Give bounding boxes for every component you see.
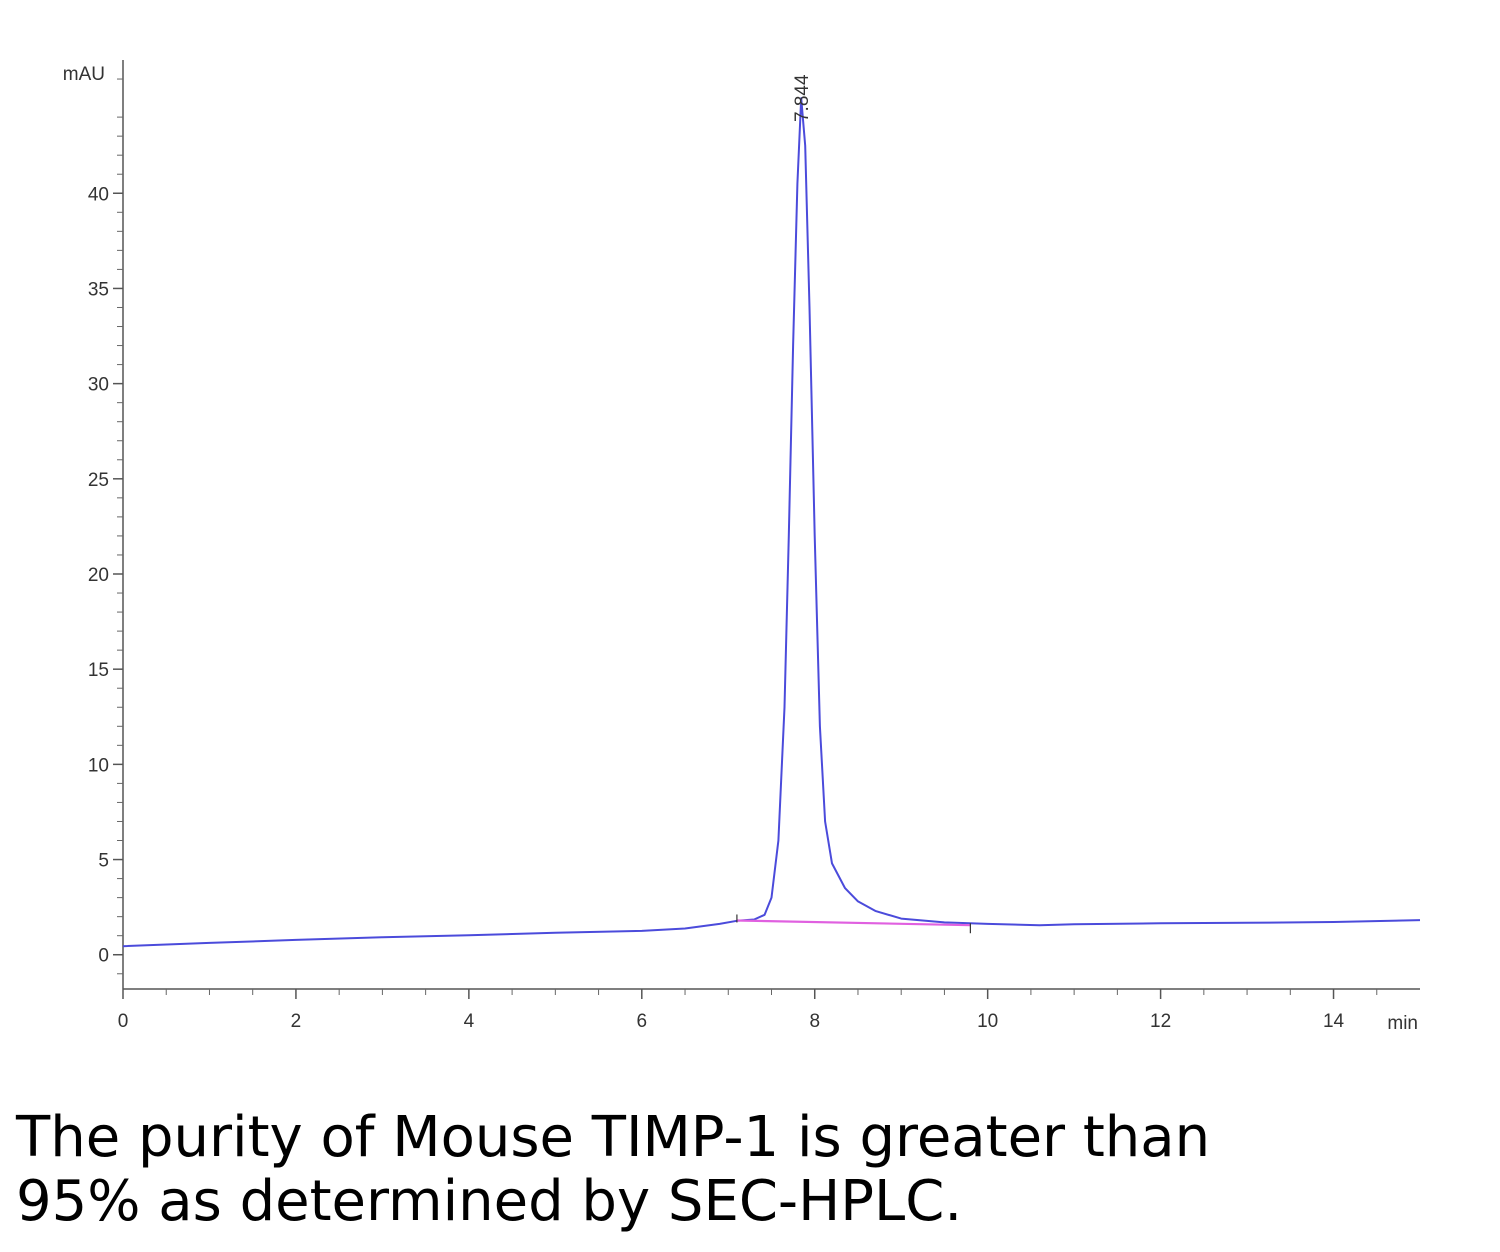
y-tick-label: 20 bbox=[88, 565, 109, 586]
y-tick-label: 5 bbox=[98, 851, 109, 872]
peak-retention-label: 7.844 bbox=[792, 74, 813, 122]
x-tick-label: 0 bbox=[118, 1011, 129, 1032]
y-tick-label: 30 bbox=[88, 375, 109, 396]
x-tick-label: 8 bbox=[809, 1011, 820, 1032]
integration-baseline bbox=[736, 919, 971, 927]
x-tick-label: 6 bbox=[637, 1011, 648, 1032]
y-tick-label: 0 bbox=[98, 946, 109, 967]
chromatogram-chart: 0 5 10 15 20 25 30 35 40 0 2 4 6 8 10 12 14 mAU min 7.844 bbox=[63, 60, 1421, 1034]
plot-area: 0 5 10 15 20 25 30 35 40 0 2 4 6 8 10 12 14 mAU min 7.844 bbox=[63, 60, 1421, 1034]
y-tick-label: 35 bbox=[88, 279, 109, 300]
y-tick-label: 25 bbox=[88, 470, 109, 491]
x-unit-label: min bbox=[1387, 1013, 1418, 1034]
y-tick-label: 40 bbox=[88, 184, 109, 205]
x-tick-label: 10 bbox=[977, 1011, 998, 1032]
signal-trace bbox=[122, 97, 1421, 948]
caption: The purity of Mouse TIMP-1 is greater th… bbox=[16, 1106, 1416, 1234]
y-unit-label: mAU bbox=[63, 64, 105, 85]
x-tick-label: 14 bbox=[1323, 1011, 1345, 1032]
caption-line-2: 95% as determined by SEC-HPLC. bbox=[16, 1169, 963, 1234]
x-tick-label: 2 bbox=[291, 1011, 302, 1032]
y-tick-label: 10 bbox=[88, 755, 109, 776]
y-tick-label: 15 bbox=[88, 660, 109, 681]
x-tick-label: 4 bbox=[464, 1011, 475, 1032]
x-tick-label: 12 bbox=[1150, 1011, 1171, 1032]
caption-line-1: The purity of Mouse TIMP-1 is greater th… bbox=[16, 1105, 1211, 1170]
